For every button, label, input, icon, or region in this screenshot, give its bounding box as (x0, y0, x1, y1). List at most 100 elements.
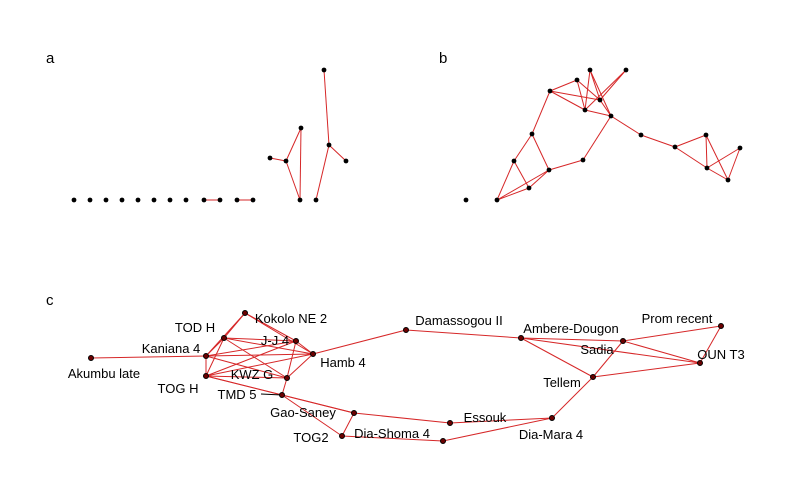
panel-c-edge (520, 337, 701, 364)
panel-b-node (546, 167, 552, 173)
panel-a-node (343, 158, 349, 164)
panel-c-edges (90, 312, 722, 442)
panel-a-node (201, 197, 207, 203)
panel-b-node (638, 132, 644, 138)
panel-c-leader-tmd5 (260, 393, 283, 396)
panel-c-node (221, 335, 227, 341)
panel-a-node (167, 197, 173, 203)
panel-c-node-label: Dia-Mara 4 (519, 427, 583, 442)
panel-c-edge (205, 337, 225, 377)
panel-b-node (529, 131, 535, 137)
panel-c-node-label: Essouk (464, 410, 507, 425)
panel-b-edge (513, 160, 530, 189)
panel-c-node-label: Damassogou II (415, 313, 502, 328)
panel-c-node (279, 392, 285, 398)
panel-c-node-label: Akumbu late (68, 366, 140, 381)
panel-b-edge (674, 134, 707, 148)
panel-a-edge (299, 127, 302, 201)
panel-a-edge (269, 157, 287, 162)
panel-c-edge (592, 340, 624, 378)
panel-b-edge (548, 159, 584, 171)
panel-c-edge (622, 340, 701, 364)
panel-c-node (351, 410, 357, 416)
panel-c-edge (223, 337, 314, 355)
panel-c-node-label: Tellem (543, 375, 581, 390)
panel-c-edge (295, 340, 314, 355)
panel-c-node-label: Dia-Shoma 4 (354, 426, 430, 441)
panel-b-node (725, 177, 731, 183)
panel-b-node (574, 77, 580, 83)
panel-c-edge (341, 412, 355, 437)
panel-c-edge (223, 337, 297, 342)
panel-c-edge (244, 312, 314, 355)
panel-b-node (597, 97, 603, 103)
panel-b-node (580, 157, 586, 163)
panel-b-edge (549, 90, 586, 111)
panel-b-edge (727, 147, 741, 181)
panel-c-node (310, 351, 316, 357)
panel-b-edge (610, 115, 642, 136)
panel-b-node (511, 158, 517, 164)
panel-c-edge (341, 435, 444, 442)
panel-c-nodes (88, 310, 724, 444)
panel-c-node-label: TOG2 (293, 430, 328, 445)
panel-c-node-label: J-J 4 (261, 333, 289, 348)
panel-c-node-label: TOD H (175, 320, 215, 335)
panel-b-node (582, 107, 588, 113)
panel-b-node (672, 144, 678, 150)
panel-b-edge (599, 99, 612, 117)
panel-b-edge (576, 79, 601, 101)
panel-a-node (119, 197, 125, 203)
panel-c-edge (205, 340, 297, 357)
panel-c-node-label: Sadia (580, 342, 614, 357)
panel-c-edge (622, 325, 722, 342)
panel-b-edge (496, 169, 550, 201)
panel-b-edge (589, 69, 612, 117)
panel-b-edge (549, 90, 601, 101)
panel-b-edge (706, 167, 729, 181)
panel-c-edge (223, 337, 288, 379)
panel-b-edge (531, 90, 551, 135)
panel-a-edge (285, 127, 302, 162)
panel-c-edge (699, 325, 722, 364)
panel-c-node (549, 415, 555, 421)
panel-c-edge (312, 329, 407, 355)
panel-c-edge (205, 355, 288, 379)
panel-b-node (526, 185, 532, 191)
panel-b-edge (496, 160, 515, 201)
panel-c-node (88, 355, 94, 361)
panel-a-node (135, 197, 141, 203)
panel-a-network (71, 67, 349, 203)
panel-b-edge (705, 134, 708, 169)
panel-b-node (587, 67, 593, 73)
panel-a-node (298, 125, 304, 131)
panel-a-node (313, 197, 319, 203)
panel-b-edge (584, 69, 627, 111)
panel-c-edge (205, 340, 297, 377)
panel-b-edge (528, 169, 550, 189)
panel-c-node (403, 327, 409, 333)
panel-a-node (103, 197, 109, 203)
panel-a-edge (285, 160, 301, 201)
panel-c-node-label: Ambere-Dougon (523, 321, 618, 336)
panel-c-node-label: Kokolo NE 2 (255, 311, 327, 326)
panel-c-edge (442, 417, 553, 442)
panel-b-node (547, 88, 553, 94)
panel-c-edge (205, 353, 314, 377)
panel-c-node (718, 323, 724, 329)
panel-c-node (284, 375, 290, 381)
panel-c-node (440, 438, 446, 444)
panel-a-node (234, 197, 240, 203)
panel-b-edge (584, 69, 591, 111)
panel-c-edge (286, 340, 297, 379)
panel-c-node (293, 338, 299, 344)
panel-c-edge (205, 375, 288, 379)
panel-b-network (463, 67, 743, 203)
panel-c-edge (551, 376, 594, 419)
panel-c-node (242, 310, 248, 316)
panel-a-label: a (46, 50, 55, 67)
panel-c-edge (592, 362, 701, 378)
panel-c-edge (405, 329, 522, 339)
panel-b-edge (496, 187, 530, 201)
